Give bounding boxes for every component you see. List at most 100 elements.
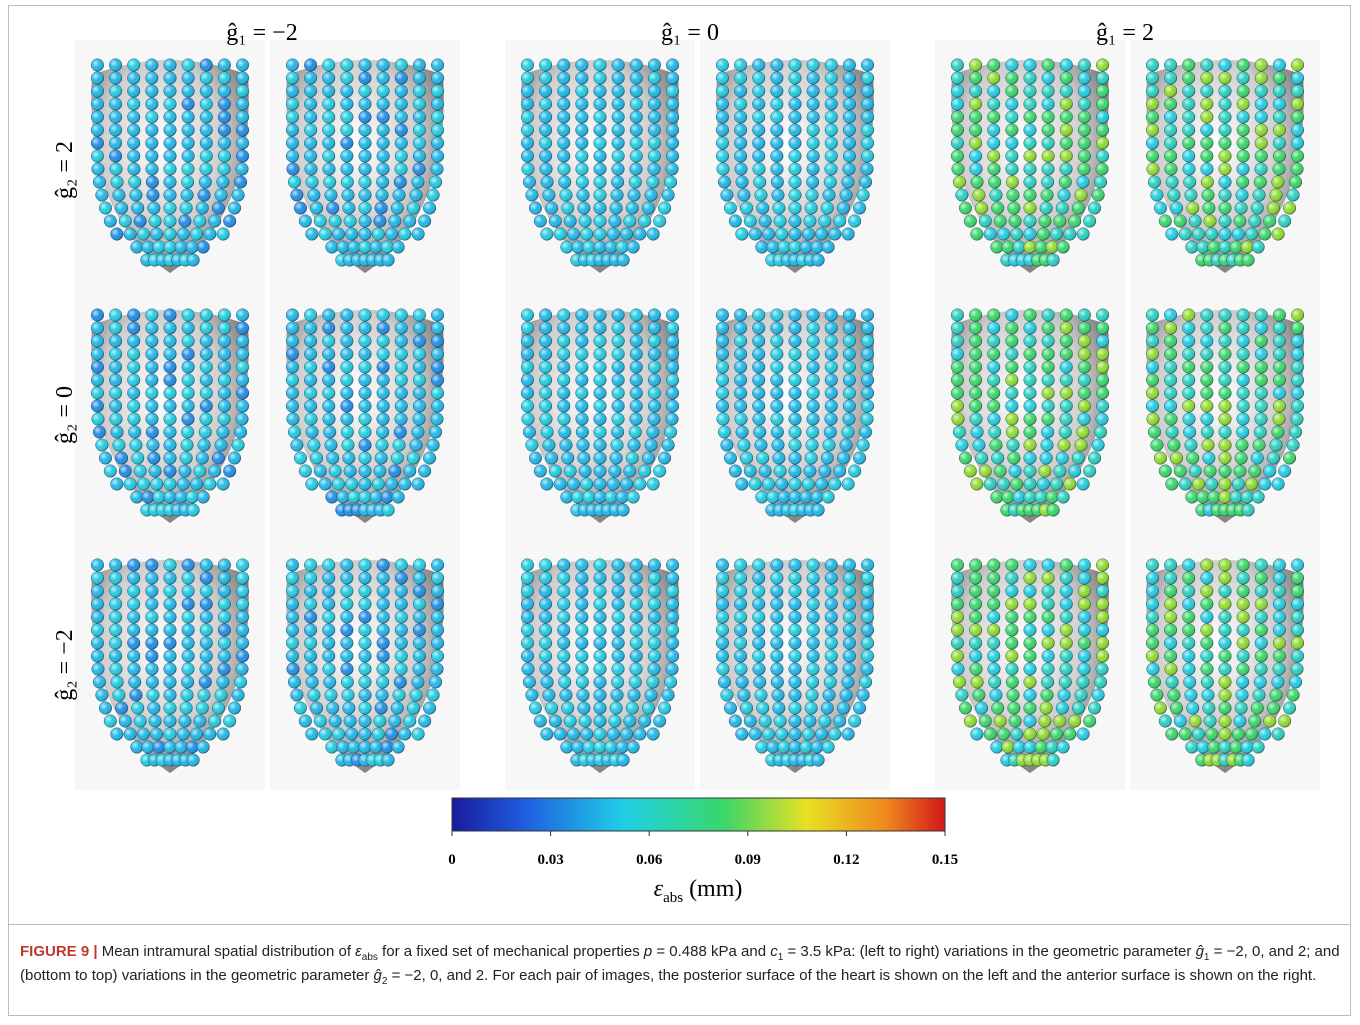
marker-shading [431,559,444,572]
marker-shading [431,387,444,400]
marker-shading [413,400,426,413]
marker-shading [861,335,874,348]
marker-shading [348,241,361,254]
marker-shading [539,387,552,400]
marker-shading [988,676,1001,689]
marker-shading [988,426,1001,439]
marker-shading [539,572,552,585]
marker-shading [413,598,426,611]
marker-shading [304,72,317,85]
marker-shading [1078,611,1091,624]
marker-shading [377,400,390,413]
marker-shading [594,559,607,572]
marker-shading [326,491,339,504]
marker-shading [395,611,408,624]
marker-shading [628,439,641,452]
marker-shading [1010,728,1023,741]
marker-shading [200,559,213,572]
marker-shading [1078,348,1091,361]
marker-shading [612,72,625,85]
marker-shading [716,611,729,624]
marker-shading [377,559,390,572]
marker-shading [857,439,870,452]
marker-shading [1204,465,1217,478]
marker-shading [991,241,1004,254]
marker-shading [322,572,335,585]
marker-shading [638,215,651,228]
marker-shading [1078,309,1091,322]
marker-shading [1182,585,1195,598]
marker-shading [1219,624,1232,637]
marker-shading [624,715,637,728]
marker-shading [91,150,104,163]
marker-shading [91,124,104,137]
marker-shading [734,98,747,111]
marker-shading [594,111,607,124]
marker-shading [1201,124,1214,137]
marker-shading [1219,650,1232,663]
marker-shading [359,585,372,598]
marker-shading [759,715,772,728]
marker-shading [612,150,625,163]
marker-shading [771,637,784,650]
marker-shading [1006,413,1019,426]
marker-shading [1094,176,1107,189]
marker-shading [1078,572,1091,585]
marker-shading [377,387,390,400]
marker-shading [824,176,837,189]
marker-shading [521,572,534,585]
marker-shading [630,348,643,361]
marker-shading [1013,491,1026,504]
marker-shading [130,189,143,202]
marker-shading [579,715,592,728]
marker-shading [753,663,766,676]
marker-shading [848,215,861,228]
marker-shading [179,715,192,728]
marker-shading [752,387,765,400]
marker-shading [1096,361,1109,374]
marker-shading [1164,361,1177,374]
marker-shading [1255,585,1268,598]
marker-shading [843,59,856,72]
marker-shading [1059,426,1072,439]
marker-shading [969,611,982,624]
marker-shading [146,163,159,176]
marker-shading [218,309,231,322]
marker-shading [594,348,607,361]
marker-shading [789,572,802,585]
marker-shading [1072,202,1085,215]
marker-shading [1068,465,1081,478]
marker-shading [583,241,596,254]
marker-shading [208,215,221,228]
marker-shading [431,572,444,585]
marker-shading [1159,215,1172,228]
marker-shading [1291,413,1304,426]
marker-shading [1185,189,1198,202]
marker-shading [127,137,140,150]
marker-shading [146,72,159,85]
marker-shading [1219,202,1232,215]
marker-shading [1096,559,1109,572]
marker-shading [716,150,729,163]
marker-shading [1219,741,1232,754]
marker-shading [653,465,666,478]
marker-shading [620,478,633,491]
marker-shading [218,637,231,650]
marker-shading [951,637,964,650]
marker-shading [762,478,775,491]
marker-shading [648,335,661,348]
marker-shading [359,676,372,689]
marker-shading [407,202,420,215]
marker-shading [825,111,838,124]
marker-shading [359,322,372,335]
marker-shading [1024,309,1037,322]
marker-shading [322,72,335,85]
marker-shading [413,637,426,650]
marker-shading [1164,137,1177,150]
marker-shading [951,361,964,374]
marker-shading [177,478,190,491]
marker-shading [630,124,643,137]
marker-shading [666,572,679,585]
marker-shading [200,137,213,150]
marker-shading [200,387,213,400]
